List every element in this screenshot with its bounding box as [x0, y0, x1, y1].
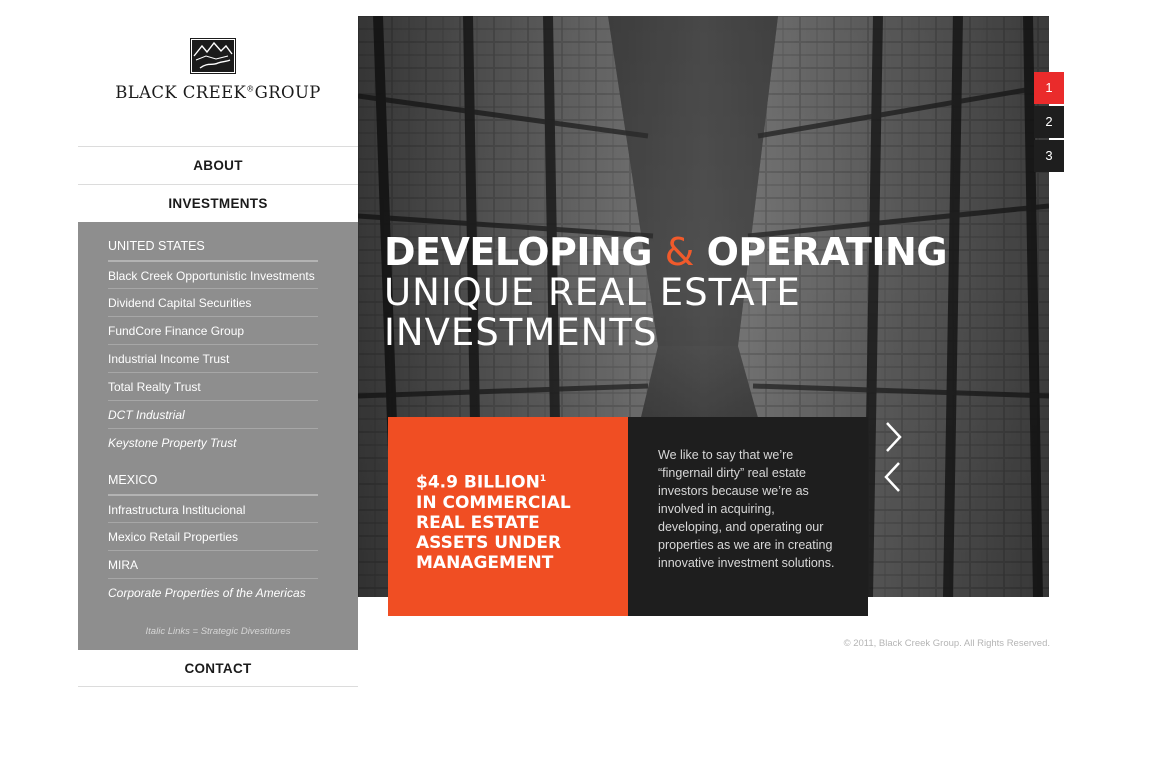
- slide-pager-3[interactable]: 3: [1034, 140, 1064, 172]
- hero-word-developing: DEVELOPING: [384, 230, 653, 274]
- aum-stat-line-2: IN COMMERCIAL: [416, 492, 571, 513]
- aum-stat-amount: $4.9 BILLION1: [416, 469, 571, 493]
- aum-stat-text: $4.9 BILLION1 IN COMMERCIAL REAL ESTATE …: [416, 469, 571, 573]
- hero-subline-1: UNIQUE REAL ESTATE: [384, 271, 801, 314]
- slide-pager-2[interactable]: 2: [1034, 106, 1064, 138]
- about-blurb-panel: We like to say that we’re “fingernail di…: [628, 417, 868, 616]
- copyright-text: © 2011, Black Creek Group. All Rights Re…: [843, 638, 1050, 649]
- submenu-link[interactable]: Corporate Properties of the Americas: [108, 578, 318, 607]
- submenu-link[interactable]: Black Creek Opportunistic Investments: [108, 260, 318, 290]
- aum-footnote-mark: 1: [539, 474, 547, 484]
- submenu-link[interactable]: Dividend Capital Securities: [108, 288, 318, 317]
- hero-word-operating: OPERATING: [706, 230, 948, 274]
- submenu-link[interactable]: Total Realty Trust: [108, 372, 318, 401]
- submenu-link[interactable]: Infrastructura Institucional: [108, 494, 318, 524]
- brand-name-main: BLACK CREEK: [115, 83, 247, 102]
- brand-name: BLACK CREEK®GROUP: [78, 83, 358, 102]
- aum-stat-value: $4.9 BILLION: [416, 472, 540, 493]
- brand-reg-mark: ®: [246, 84, 255, 94]
- aum-stat-line-3: REAL ESTATE: [416, 512, 540, 533]
- hero-headline: DEVELOPING & OPERATING UNIQUE REAL ESTAT…: [384, 230, 948, 354]
- submenu-link[interactable]: MIRA: [108, 550, 318, 579]
- submenu-heading-mexico: MEXICO: [108, 473, 158, 487]
- nav-investments-label: INVESTMENTS: [168, 196, 268, 211]
- hero-headline-bold: DEVELOPING & OPERATING: [384, 230, 948, 274]
- nav-contact[interactable]: CONTACT: [78, 650, 358, 687]
- submenu-link[interactable]: Mexico Retail Properties: [108, 522, 318, 551]
- nav-about-label: ABOUT: [193, 158, 243, 173]
- investments-submenu: UNITED STATES Black Creek Opportunistic …: [78, 222, 358, 650]
- submenu-link[interactable]: Industrial Income Trust: [108, 344, 318, 373]
- aum-stat-line-5: MANAGEMENT: [416, 552, 554, 573]
- hero-subline-2: INVESTMENTS: [384, 311, 658, 354]
- slide-pager-1[interactable]: 1: [1034, 72, 1064, 104]
- submenu-link[interactable]: FundCore Finance Group: [108, 316, 318, 345]
- brand-name-suffix: GROUP: [254, 83, 321, 102]
- chevron-left-icon[interactable]: [878, 460, 908, 494]
- warehouse-photo: [358, 16, 1049, 597]
- submenu-link[interactable]: DCT Industrial: [108, 400, 318, 429]
- brand-logo[interactable]: BLACK CREEK®GROUP: [78, 16, 358, 146]
- nav-about[interactable]: ABOUT: [78, 146, 358, 183]
- aum-stat-line-4: ASSETS UNDER: [416, 532, 562, 553]
- chevron-right-icon[interactable]: [878, 420, 908, 454]
- mountains-creek-logo-icon: [190, 38, 236, 74]
- aum-stat-panel: $4.9 BILLION1 IN COMMERCIAL REAL ESTATE …: [388, 417, 628, 616]
- submenu-link[interactable]: Keystone Property Trust: [108, 428, 318, 457]
- divestitures-note: Italic Links = Strategic Divestitures: [145, 626, 291, 637]
- nav-contact-label: CONTACT: [184, 661, 252, 676]
- about-blurb-text: We like to say that we’re “fingernail di…: [658, 448, 835, 570]
- nav-investments[interactable]: INVESTMENTS: [78, 184, 358, 221]
- hero-ampersand: &: [664, 230, 695, 274]
- submenu-heading-united-states: UNITED STATES: [108, 239, 205, 253]
